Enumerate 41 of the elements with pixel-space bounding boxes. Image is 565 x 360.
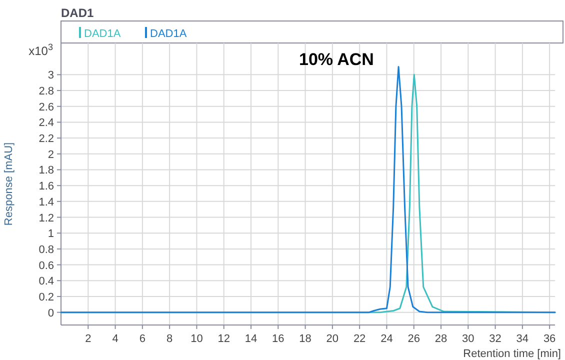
- y-tick-label: 1.8: [38, 164, 54, 177]
- x-tick-label: 4: [112, 333, 118, 345]
- y-axis-title: Response [mAU]: [3, 142, 15, 226]
- x-tick-label: 36: [543, 333, 556, 345]
- x-tick-label: 2: [85, 333, 92, 345]
- x-tick-label: 14: [244, 333, 258, 345]
- annotation: 10% ACN: [299, 50, 374, 70]
- x-tick-label: 12: [218, 333, 230, 345]
- y-tick-label: 0: [48, 307, 54, 320]
- y-tick-label: 2.4: [38, 117, 54, 130]
- y-tick-label: 2.8: [38, 86, 54, 98]
- y-tick-label: 0.8: [38, 244, 54, 256]
- y-tick-label: 0.6: [38, 260, 54, 272]
- x-tick-label: 24: [380, 333, 393, 345]
- y-tick-label: 1.4: [38, 196, 54, 208]
- x-tick-label: 8: [166, 333, 173, 345]
- y-tick-label: 0.2: [38, 291, 54, 304]
- x-tick-label: 22: [353, 333, 366, 345]
- legend-label: DAD1A: [150, 28, 188, 40]
- text: x10$^{3}$: [28, 42, 53, 58]
- x-tick-label: 28: [434, 333, 448, 345]
- x-tick-label: 16: [272, 333, 284, 345]
- x-tick-label: 30: [462, 333, 474, 345]
- x-tick-label: 10: [190, 333, 203, 345]
- y-tick-label: 2.6: [38, 101, 54, 114]
- y-tick-label: 2: [48, 148, 54, 161]
- x-axis-title: Retention time [min]: [463, 348, 561, 360]
- y-tick-label: 1: [48, 228, 54, 240]
- y-tick-label: 0.4: [38, 276, 54, 288]
- x-tick-label: 26: [408, 333, 420, 345]
- x-tick-label: 32: [489, 333, 502, 345]
- y-tick-label: 2.2: [38, 133, 54, 146]
- y-tick-label: 1.2: [38, 212, 54, 224]
- chart-title: DAD1: [61, 6, 94, 20]
- x-tick-label: 18: [299, 333, 312, 345]
- x-tick-label: 6: [139, 333, 146, 345]
- y-tick-label: 1.6: [38, 180, 54, 193]
- legend-label: DAD1A: [84, 28, 122, 40]
- y-tick-label: 3: [48, 70, 54, 82]
- x-tick-label: 34: [516, 333, 529, 345]
- x-tick-label: 20: [326, 333, 339, 345]
